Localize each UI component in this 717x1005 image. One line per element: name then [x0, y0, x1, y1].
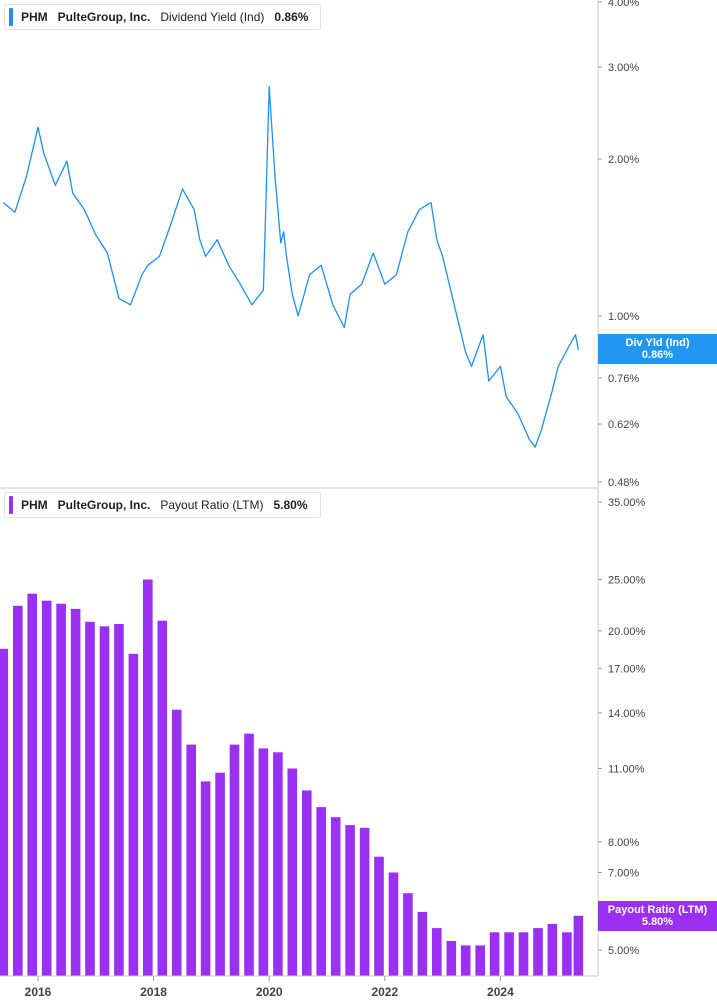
payout-bar [518, 932, 529, 976]
payout-bar [562, 932, 572, 976]
payout-bar [573, 915, 584, 976]
payout-y-tick-label: 5.00% [608, 945, 639, 957]
dividend-yield-panel: 4.00% 3.00% 2.00% 1.00% 0.76% 0.62% 0.48% [2, 0, 639, 489]
payout-bar [504, 932, 514, 976]
payout-legend-value: 5.80% [273, 498, 308, 512]
yield-badge-value: 0.86% [641, 349, 674, 361]
x-tick-label: 2022 [371, 985, 398, 999]
payout-bar [41, 600, 52, 976]
yield-series-line [2, 86, 580, 448]
payout-legend-swatch [9, 496, 13, 514]
payout-bar [128, 653, 139, 976]
payout-y-tick-label: 14.00% [608, 708, 646, 720]
payout-bar [171, 709, 182, 976]
payout-y-tick-label: 17.00% [608, 663, 646, 675]
payout-legend-ticker: PHM [21, 498, 48, 512]
yield-legend-metric: Dividend Yield (Ind) [160, 10, 265, 24]
x-axis: 2016 2018 2020 2022 2024 [0, 975, 598, 999]
payout-legend-company: PulteGroup, Inc. [57, 498, 151, 512]
yield-legend-ticker: PHM [21, 10, 48, 24]
yield-badge-label: Div Yld (Ind) [625, 337, 690, 349]
payout-bar [13, 605, 23, 976]
payout-bar [186, 744, 196, 976]
yield-y-tick-label: 2.00% [608, 154, 639, 166]
payout-bar [446, 941, 457, 976]
payout-bar [99, 626, 110, 976]
payout-legend-metric: Payout Ratio (LTM) [160, 498, 264, 512]
payout-bar [374, 856, 384, 976]
yield-last-value-badge: Div Yld (Ind) 0.86% [598, 334, 717, 364]
payout-bar [302, 790, 312, 976]
payout-bar [200, 781, 211, 976]
payout-bar [533, 928, 543, 976]
payout-bar [547, 923, 558, 976]
payout-bar [157, 620, 168, 976]
payout-badge-value: 5.80% [641, 916, 674, 928]
payout-bar [85, 621, 95, 976]
payout-bar [417, 911, 428, 976]
x-tick-label: 2016 [25, 985, 52, 999]
x-tick-label: 2020 [256, 985, 283, 999]
payout-y-tick-label: 25.00% [608, 574, 646, 586]
payout-bar [27, 593, 37, 976]
payout-y-tick-label: 11.00% [608, 763, 645, 775]
payout-bar [70, 608, 81, 976]
yield-y-tick-label: 4.00% [608, 0, 639, 9]
yield-legend: PHM PulteGroup, Inc. Dividend Yield (Ind… [4, 4, 322, 30]
payout-bar [316, 807, 326, 976]
payout-last-value-badge: Payout Ratio (LTM) 5.80% [598, 901, 717, 931]
payout-bar [244, 733, 254, 976]
payout-bar [273, 752, 283, 976]
payout-bar [114, 624, 124, 976]
yield-legend-value: 0.86% [274, 10, 309, 24]
x-tick-label: 2024 [487, 985, 514, 999]
payout-bar [215, 772, 225, 976]
yield-y-tick-label: 0.48% [608, 477, 639, 489]
yield-y-tick-label: 0.76% [608, 373, 639, 385]
payout-y-tick-label: 7.00% [608, 868, 639, 880]
payout-bar [56, 603, 66, 976]
payout-y-tick-label: 8.00% [608, 837, 639, 849]
payout-bar [359, 827, 370, 976]
payout-bar [229, 744, 240, 976]
payout-ratio-panel: 35.00% 25.00% 20.00% 17.00% 14.00% 11.00% 8.00… [0, 489, 646, 976]
payout-legend: PHM PulteGroup, Inc. Payout Ratio (LTM) … [4, 492, 321, 518]
yield-legend-swatch [9, 8, 13, 26]
yield-legend-company: PulteGroup, Inc. [57, 10, 151, 24]
payout-bar [388, 872, 399, 976]
payout-bar [432, 928, 442, 976]
yield-y-tick-label: 3.00% [608, 62, 639, 74]
payout-bar [0, 648, 9, 976]
payout-bar [489, 932, 500, 976]
payout-badge-label: Payout Ratio (LTM) [607, 904, 708, 916]
payout-bar [330, 817, 341, 976]
yield-y-tick-label: 0.62% [608, 419, 639, 431]
payout-bar [143, 579, 153, 976]
x-tick-label: 2018 [140, 985, 167, 999]
payout-bar [345, 825, 355, 976]
payout-bar [403, 893, 413, 976]
payout-bar [475, 945, 485, 976]
payout-y-tick-label: 35.00% [608, 497, 646, 509]
payout-bar [460, 945, 471, 976]
payout-bar [258, 748, 269, 976]
yield-y-tick-label: 1.00% [608, 311, 639, 323]
payout-bar [287, 768, 298, 976]
payout-y-tick-label: 20.00% [608, 626, 646, 638]
